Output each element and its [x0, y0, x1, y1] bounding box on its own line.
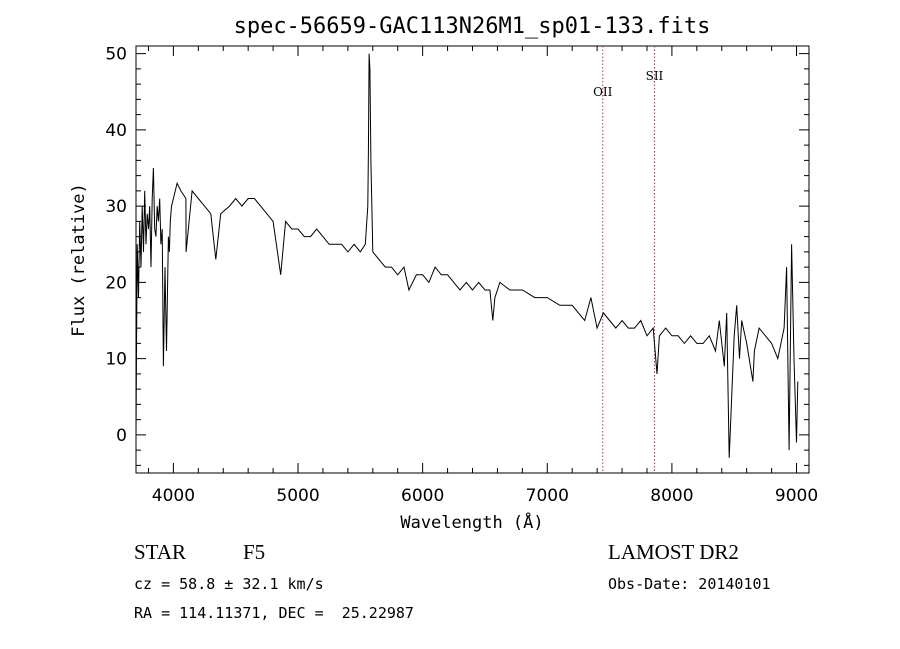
- spectrum-line: [135, 53, 799, 458]
- y-axis-label: Flux (relative): [69, 183, 89, 337]
- observation-date: Obs-Date: 20140101: [608, 575, 771, 593]
- x-tick-label-5: 9000: [775, 486, 818, 506]
- x-tick-label-1: 5000: [276, 486, 319, 506]
- y-tick-label-0: 0: [116, 426, 127, 446]
- line-label-SII: SII: [646, 69, 664, 83]
- x-axis-label: Wavelength (Å): [400, 511, 543, 533]
- y-tick-label-1: 10: [105, 350, 127, 370]
- line-label-OII: OII: [593, 85, 613, 99]
- y-tick-label-2: 20: [105, 273, 127, 293]
- chart-title: spec-56659-GAC113N26M1_sp01-133.fits: [234, 14, 711, 39]
- redshift-readout: cz = 58.8 ± 32.1 km/s: [134, 575, 324, 593]
- coordinates-readout: RA = 114.11371, DEC = 25.22987: [134, 604, 414, 622]
- y-axis: 0 10 20 30 40 50: [105, 45, 809, 466]
- x-tick-label-0: 4000: [152, 486, 195, 506]
- x-tick-label-4: 8000: [650, 486, 693, 506]
- x-axis: 4000 5000 6000 7000 8000 9000: [147, 46, 818, 506]
- plot-frame: [135, 45, 810, 474]
- y-tick-label-3: 30: [105, 197, 127, 217]
- object-class: STAR: [134, 540, 186, 564]
- emission-line-markers: OII SII: [593, 46, 664, 473]
- object-subclass: F5: [243, 540, 266, 564]
- y-tick-label-4: 40: [105, 121, 127, 141]
- y-tick-label-5: 50: [105, 45, 127, 65]
- x-tick-label-3: 7000: [526, 486, 569, 506]
- survey-name: LAMOST DR2: [608, 540, 739, 564]
- x-tick-label-2: 6000: [401, 486, 444, 506]
